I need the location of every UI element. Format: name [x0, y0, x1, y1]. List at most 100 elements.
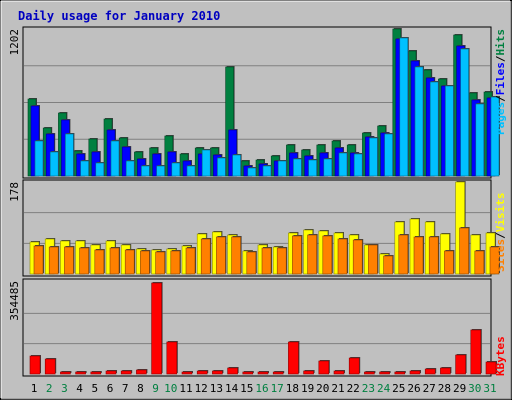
y-max-label-top: 1202: [8, 29, 21, 56]
bar-pages-day-24: [384, 133, 393, 177]
x-tick-label: 10: [164, 382, 177, 395]
x-tick-label: 31: [483, 382, 496, 395]
bar-sites-day-27: [428, 236, 439, 275]
bar-sites-day-26: [413, 236, 424, 275]
legend-middle: Sites/Visits: [494, 193, 507, 273]
bar-kbytes-day-29: [455, 354, 466, 375]
bar-sites-day-11: [185, 247, 196, 275]
y-max-label-bottom: 354485: [8, 281, 21, 321]
chart-title: Daily usage for January 2010: [18, 9, 220, 23]
x-tick-label: 29: [453, 382, 466, 395]
bar-sites-day-9: [155, 251, 165, 275]
bar-pages-day-21: [338, 152, 348, 177]
bar-pages-day-12: [201, 149, 211, 177]
x-tick-label: 21: [331, 382, 344, 395]
bar-kbytes-day-30: [470, 329, 482, 375]
bar-sites-day-24: [383, 255, 393, 275]
bar-sites-day-22: [352, 239, 363, 275]
bar-pages-day-7: [125, 160, 135, 177]
x-tick-label: 23: [362, 382, 375, 395]
bar-sites-day-15: [246, 251, 257, 275]
bar-sites-day-29: [459, 227, 469, 275]
bar-kbytes-day-21: [333, 370, 345, 375]
x-tick-label: 18: [286, 382, 299, 395]
bar-pages-day-3: [65, 133, 74, 177]
bar-sites-day-28: [444, 250, 454, 275]
bar-sites-day-8: [140, 250, 150, 275]
x-tick-label: 13: [210, 382, 223, 395]
bar-pages-day-25: [399, 37, 409, 177]
bar-kbytes-day-1: [29, 355, 41, 375]
bar-pages-day-5: [95, 162, 105, 177]
bar-pages-day-16: [262, 165, 272, 177]
bar-sites-day-21: [337, 238, 348, 275]
bar-pages-day-13: [217, 157, 226, 177]
x-tick-label: 27: [423, 382, 436, 395]
x-tick-label: 17: [271, 382, 284, 395]
bar-pages-day-4: [80, 160, 89, 177]
x-tick-label: 28: [438, 382, 451, 395]
bar-pages-day-23: [369, 137, 378, 177]
x-axis-labels: 1 2 3 4 5 6 7 8 9 10 11 12 13 14 15 16 17 18 19 20 21 22 23 24 2…: [31, 382, 497, 395]
bar-sites-day-31: [489, 246, 500, 275]
x-tick-label: 19: [301, 382, 314, 395]
bar-kbytes-day-6: [105, 370, 117, 375]
legend-top: Pages/Files/Hits: [494, 29, 507, 135]
bar-sites-day-20: [322, 235, 333, 275]
x-tick-label: 12: [195, 382, 208, 395]
bar-kbytes-day-13: [212, 370, 223, 375]
bar-kbytes-day-15: [242, 371, 254, 375]
bar-sites-day-25: [398, 234, 409, 275]
x-tick-label: 20: [316, 382, 329, 395]
bar-kbytes-day-19: [303, 370, 314, 375]
bar-sites-day-12: [200, 238, 211, 275]
bars: [27, 28, 500, 375]
x-tick-label: 14: [225, 382, 239, 395]
x-tick-label: 16: [255, 382, 268, 395]
legend-kbytes: KBytes: [494, 336, 507, 376]
bar-pages-day-9: [156, 165, 165, 177]
bar-pages-day-20: [323, 158, 333, 177]
bar-sites-day-14: [231, 236, 241, 275]
x-tick-label: 11: [179, 382, 192, 395]
bar-sites-day-7: [124, 249, 135, 275]
bar-kbytes-day-23: [364, 371, 375, 375]
x-tick-label: 22: [347, 382, 360, 395]
x-tick-label: 15: [240, 382, 253, 395]
bar-sites-day-6: [109, 247, 120, 275]
bar-kbytes-day-24: [379, 371, 390, 375]
bar-pages-day-29: [460, 48, 469, 177]
bar-sites-day-3: [64, 246, 74, 275]
bar-kbytes-day-10: [166, 341, 178, 375]
bar-sites-day-10: [170, 250, 181, 275]
bar-sites-day-1: [33, 245, 44, 275]
bar-kbytes-day-25: [394, 371, 406, 375]
bar-pages-day-26: [414, 66, 424, 177]
bar-pages-day-19: [308, 159, 317, 177]
bar-kbytes-day-5: [90, 371, 102, 375]
legend-visits: Visits: [494, 193, 507, 233]
bar-sites-day-17: [276, 247, 287, 275]
bar-sites-day-30: [474, 250, 485, 275]
x-tick-label: 9: [152, 382, 159, 395]
bar-pages-day-18: [293, 158, 302, 177]
bar-sites-day-5: [94, 249, 105, 275]
bar-pages-day-1: [34, 140, 44, 177]
bar-kbytes-day-7: [120, 370, 132, 375]
bar-pages-day-28: [445, 85, 454, 177]
bar-pages-day-22: [353, 153, 363, 177]
bar-sites-day-4: [79, 247, 89, 275]
bar-sites-day-13: [216, 236, 226, 275]
x-tick-label: 24: [377, 382, 391, 395]
bar-kbytes-day-3: [60, 371, 71, 375]
bar-sites-day-2: [48, 246, 59, 275]
bar-kbytes-day-31: [485, 361, 497, 375]
bar-kbytes-day-9: [151, 282, 162, 375]
bar-kbytes-day-22: [348, 357, 360, 375]
x-tick-label: 2: [46, 382, 53, 395]
bar-pages-day-15: [247, 167, 257, 177]
bar-pages-day-10: [171, 162, 181, 177]
legend-hits: Hits: [494, 29, 507, 56]
legend-sites: Sites: [494, 239, 507, 272]
x-tick-label: 5: [91, 382, 98, 395]
